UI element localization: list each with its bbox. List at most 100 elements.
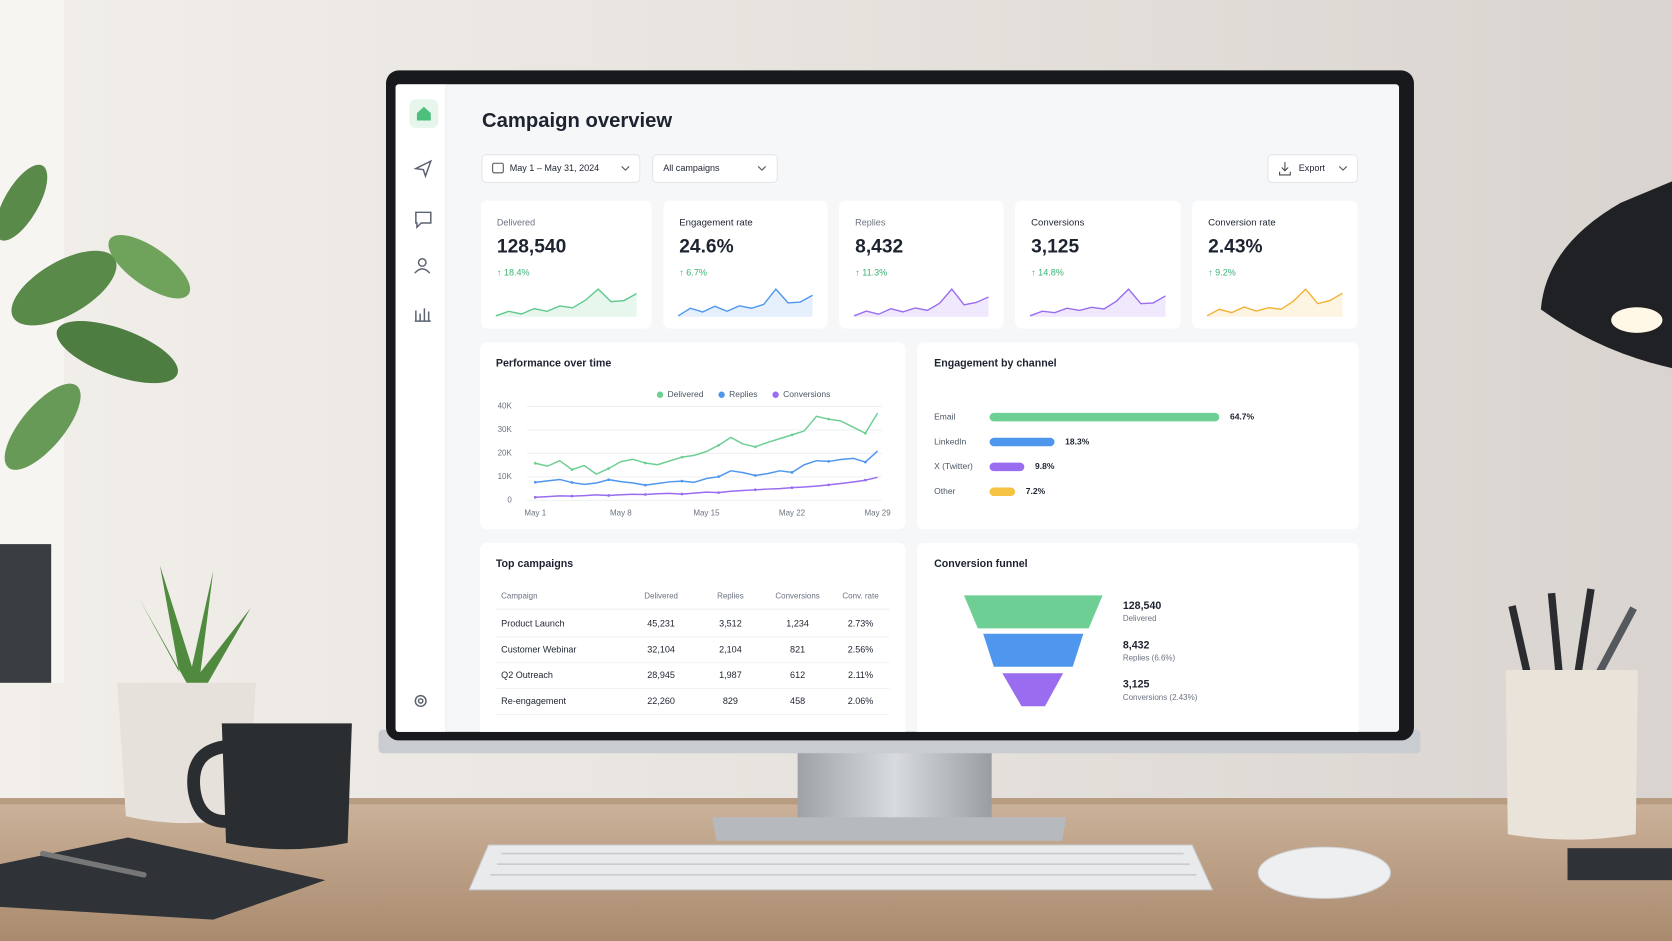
legend-swatch bbox=[772, 391, 779, 398]
export-label[interactable]: Export bbox=[1299, 163, 1326, 173]
chevron bbox=[621, 166, 630, 171]
nav-audience-body[interactable] bbox=[414, 268, 431, 274]
nav-audience[interactable] bbox=[417, 257, 427, 267]
series-point bbox=[790, 433, 794, 437]
table-cell: 1,987 bbox=[719, 670, 742, 680]
campaign-filter[interactable]: All campaigns bbox=[652, 154, 778, 183]
table-cell: 22,260 bbox=[647, 696, 675, 706]
y-tick-label: 30K bbox=[498, 425, 513, 434]
leaf bbox=[11, 250, 117, 326]
legend-label[interactable]: Delivered bbox=[668, 389, 704, 399]
nav-reports[interactable] bbox=[414, 308, 431, 322]
kpi-card bbox=[839, 200, 1004, 329]
series-point bbox=[643, 461, 647, 465]
chevron bbox=[1338, 166, 1348, 171]
sparkline bbox=[1029, 288, 1166, 317]
nav-campaigns[interactable] bbox=[413, 159, 433, 179]
date-filter-box[interactable] bbox=[481, 154, 641, 183]
kpi-change: ↑ 9.2% bbox=[1208, 268, 1236, 278]
kpi-change: ↑ 14.8% bbox=[1031, 268, 1064, 278]
funnel-label: Replies (6.6%) bbox=[1123, 653, 1176, 662]
keyboard bbox=[468, 844, 1214, 891]
card-title: Performance over time bbox=[496, 358, 612, 370]
legend-label[interactable]: Replies bbox=[729, 389, 757, 399]
kpi-card bbox=[663, 200, 828, 329]
monitor-base bbox=[712, 817, 1067, 841]
y-tick-label: 40K bbox=[498, 402, 513, 411]
series-point bbox=[717, 475, 721, 479]
funnel-value: 3,125 bbox=[1123, 679, 1150, 691]
x-tick-label: May 29 bbox=[864, 508, 891, 517]
column-header: Replies bbox=[717, 592, 744, 601]
table-cell: Q2 Outreach bbox=[501, 670, 553, 680]
pen bbox=[1547, 592, 1563, 673]
series-line bbox=[535, 412, 879, 475]
table-cell: 458 bbox=[790, 696, 805, 706]
funnel-value: 8,432 bbox=[1123, 639, 1150, 651]
kpi-label: Engagement rate bbox=[679, 218, 752, 229]
bar bbox=[989, 437, 1055, 447]
series-point bbox=[533, 461, 537, 465]
kpi-change: ↑ 18.4% bbox=[497, 268, 530, 278]
page-title: Campaign overview bbox=[482, 110, 672, 132]
cup bbox=[1505, 670, 1638, 840]
kpi-card bbox=[1015, 200, 1181, 329]
series-point bbox=[643, 493, 647, 496]
bar-category: Other bbox=[934, 486, 955, 496]
funnel-value: 128,540 bbox=[1123, 600, 1162, 612]
lamp bbox=[1540, 181, 1672, 369]
bar-category: Email bbox=[934, 411, 955, 421]
series-point bbox=[863, 460, 867, 464]
kpi-label: Delivered bbox=[497, 217, 535, 227]
sidebar bbox=[395, 84, 446, 732]
column-header: Delivered bbox=[644, 592, 678, 601]
plant bbox=[0, 164, 191, 683]
card-title: Engagement by channel bbox=[934, 358, 1057, 370]
sidebar-icons bbox=[409, 99, 439, 708]
campaign-filter-box[interactable] bbox=[652, 154, 778, 183]
mug-body bbox=[221, 723, 352, 850]
notebook bbox=[0, 837, 326, 920]
sparkline bbox=[1206, 288, 1343, 317]
nav-settings[interactable] bbox=[414, 694, 427, 708]
download-icon bbox=[1279, 162, 1291, 176]
legend-label[interactable]: Conversions bbox=[783, 389, 830, 399]
y-tick-label: 10K bbox=[498, 472, 513, 481]
campaign-filter-label[interactable]: All campaigns bbox=[663, 163, 720, 173]
series-point bbox=[533, 495, 537, 499]
export-button[interactable]: Export bbox=[1267, 154, 1358, 183]
legend-swatch bbox=[656, 391, 664, 398]
series-point bbox=[827, 483, 831, 487]
bar bbox=[989, 462, 1025, 472]
series-point bbox=[863, 478, 867, 482]
card-title: Top campaigns bbox=[496, 558, 573, 570]
kpi-change: ↑ 6.7% bbox=[679, 268, 707, 278]
series-point bbox=[790, 471, 794, 474]
series-point bbox=[680, 479, 684, 483]
sparkline-area bbox=[1207, 289, 1343, 317]
chevron bbox=[757, 166, 766, 171]
calendar-icon bbox=[492, 162, 504, 174]
column-header: Campaign bbox=[501, 592, 537, 601]
date-range[interactable]: May 1 – May 31, 2024 bbox=[510, 163, 599, 173]
bar-category: X (Twitter) bbox=[934, 461, 973, 471]
sparkline-area bbox=[495, 289, 637, 317]
sparkline-area bbox=[678, 289, 813, 317]
keyboard-body bbox=[468, 844, 1214, 891]
nav-home[interactable] bbox=[416, 106, 431, 121]
funnel-chart: 128,540 Delivered 8,432 Replies (6.6%) 3,125… bbox=[963, 595, 1198, 707]
nav-settings-hub[interactable] bbox=[417, 698, 424, 704]
date-filter[interactable]: May 1 – May 31, 2024 bbox=[481, 154, 641, 183]
sparkline bbox=[853, 288, 989, 317]
kpi-value: 3,125 bbox=[1031, 237, 1079, 258]
nav-messages[interactable] bbox=[415, 211, 432, 230]
series-point bbox=[717, 443, 721, 447]
column-header: Conversions bbox=[775, 592, 819, 601]
column-header: Conv. rate bbox=[842, 592, 879, 601]
table-cell: 2.06% bbox=[848, 696, 874, 706]
x-tick-label: May 22 bbox=[779, 508, 806, 517]
succulent-leaves bbox=[138, 565, 251, 683]
kpi-value: 128,540 bbox=[497, 237, 566, 258]
series-line bbox=[535, 476, 878, 499]
